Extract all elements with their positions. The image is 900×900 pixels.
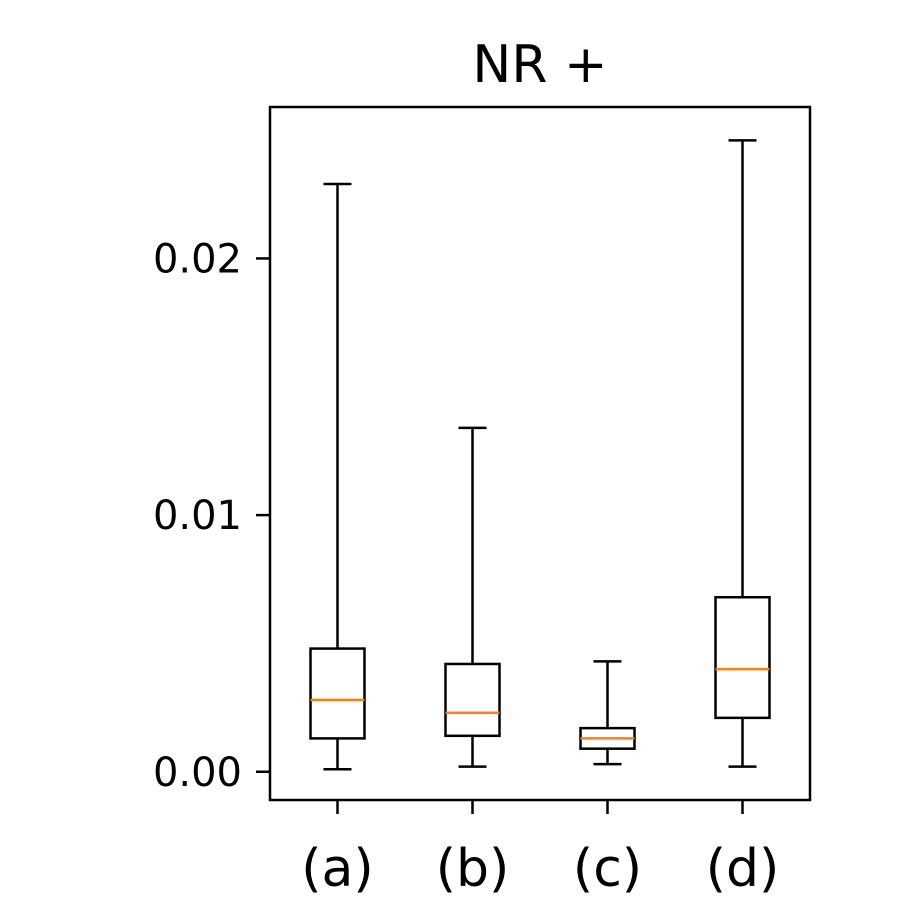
y-tick-label-1: 0.01 (153, 493, 242, 539)
x-tick-label-0: (a) (301, 839, 373, 899)
chart-title: NR + (472, 35, 607, 95)
plot-area: 0.00 0.01 0.02 (a) (b) (c) (d) (153, 105, 812, 899)
box-3-iqr (714, 595, 771, 720)
x-tick-label-2: (c) (573, 839, 642, 899)
plot-frame (268, 105, 812, 802)
box-1-iqr (444, 662, 501, 738)
x-tick-label-3: (d) (706, 839, 780, 899)
x-tick-label-1: (b) (436, 839, 510, 899)
box-0-iqr (309, 647, 366, 740)
y-tick-label-0: 0.00 (153, 750, 242, 796)
y-tick-label-2: 0.02 (153, 236, 242, 282)
